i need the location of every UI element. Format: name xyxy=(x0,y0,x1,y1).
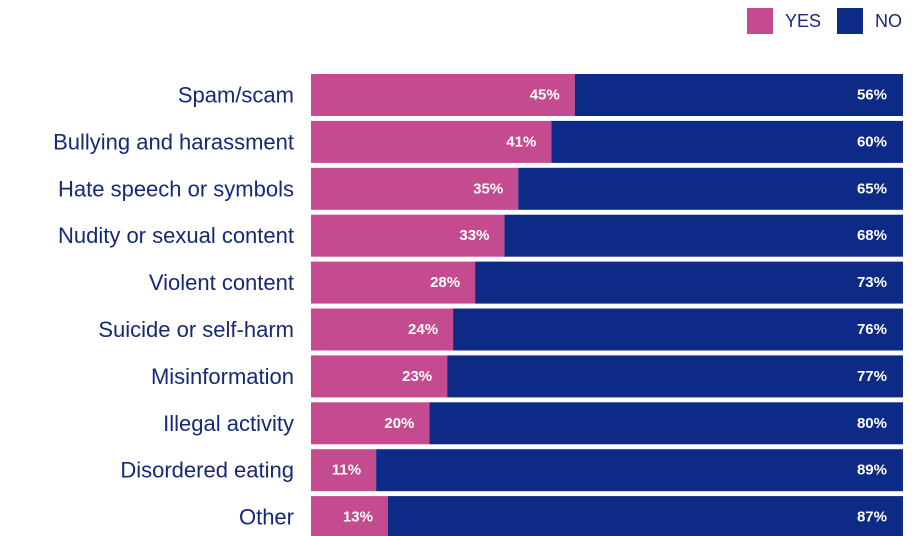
bar-yes xyxy=(311,261,476,304)
legend: YES NO xyxy=(731,8,902,34)
category-label: Other xyxy=(239,505,294,530)
legend-swatch-no xyxy=(837,8,863,34)
bar-no xyxy=(574,74,903,116)
legend-label-yes: YES xyxy=(784,10,821,31)
value-label-no: 73% xyxy=(857,274,887,291)
value-label-no: 76% xyxy=(857,321,887,338)
category-label: Disordered eating xyxy=(120,458,294,483)
category-label: Suicide or self-harm xyxy=(98,317,294,342)
bar-no xyxy=(504,214,903,257)
value-label-yes: 33% xyxy=(459,227,489,244)
bar-yes xyxy=(311,402,430,445)
value-label-no: 56% xyxy=(857,87,887,104)
category-label: Spam/scam xyxy=(178,83,294,108)
value-label-yes: 23% xyxy=(402,368,432,385)
category-label: Illegal activity xyxy=(163,411,294,436)
bar-yes xyxy=(311,449,377,492)
bar-no xyxy=(475,261,903,304)
bar-yes xyxy=(311,496,388,536)
value-label-yes: 24% xyxy=(408,321,438,338)
bar-yes xyxy=(311,355,448,398)
bar-no xyxy=(376,449,903,492)
bar-no xyxy=(447,355,903,398)
bar-no xyxy=(551,120,903,163)
legend-label-no: NO xyxy=(875,10,902,31)
bar-yes xyxy=(311,167,519,210)
bar-no xyxy=(518,167,903,210)
bar-no xyxy=(387,496,904,536)
value-label-no: 68% xyxy=(857,227,887,244)
legend-item-yes: YES xyxy=(746,8,821,34)
bar-yes xyxy=(311,74,575,116)
category-label: Violent content xyxy=(149,270,294,295)
legend-swatch-yes xyxy=(746,8,773,34)
value-label-yes: 11% xyxy=(332,462,361,479)
value-label-yes: 28% xyxy=(430,274,460,291)
value-label-yes: 20% xyxy=(384,415,414,432)
bar-no xyxy=(429,402,903,445)
bar-yes xyxy=(311,120,552,163)
legend-item-no: NO xyxy=(837,8,902,34)
category-label: Misinformation xyxy=(151,364,294,389)
value-label-no: 87% xyxy=(857,509,887,526)
value-label-yes: 35% xyxy=(473,180,503,197)
category-label: Bullying and harassment xyxy=(53,129,294,154)
bar-no xyxy=(453,308,903,351)
value-label-no: 80% xyxy=(857,415,887,432)
value-label-no: 89% xyxy=(857,462,887,479)
value-label-yes: 45% xyxy=(530,87,560,104)
value-label-yes: 13% xyxy=(343,509,373,526)
bar-yes xyxy=(311,308,454,351)
category-label: Hate speech or symbols xyxy=(58,176,294,201)
value-label-no: 77% xyxy=(857,368,887,385)
value-label-yes: 41% xyxy=(506,133,536,150)
category-label: Nudity or sexual content xyxy=(58,223,294,248)
bar-yes xyxy=(311,214,505,257)
value-label-no: 60% xyxy=(857,133,887,150)
value-label-no: 65% xyxy=(857,180,887,197)
